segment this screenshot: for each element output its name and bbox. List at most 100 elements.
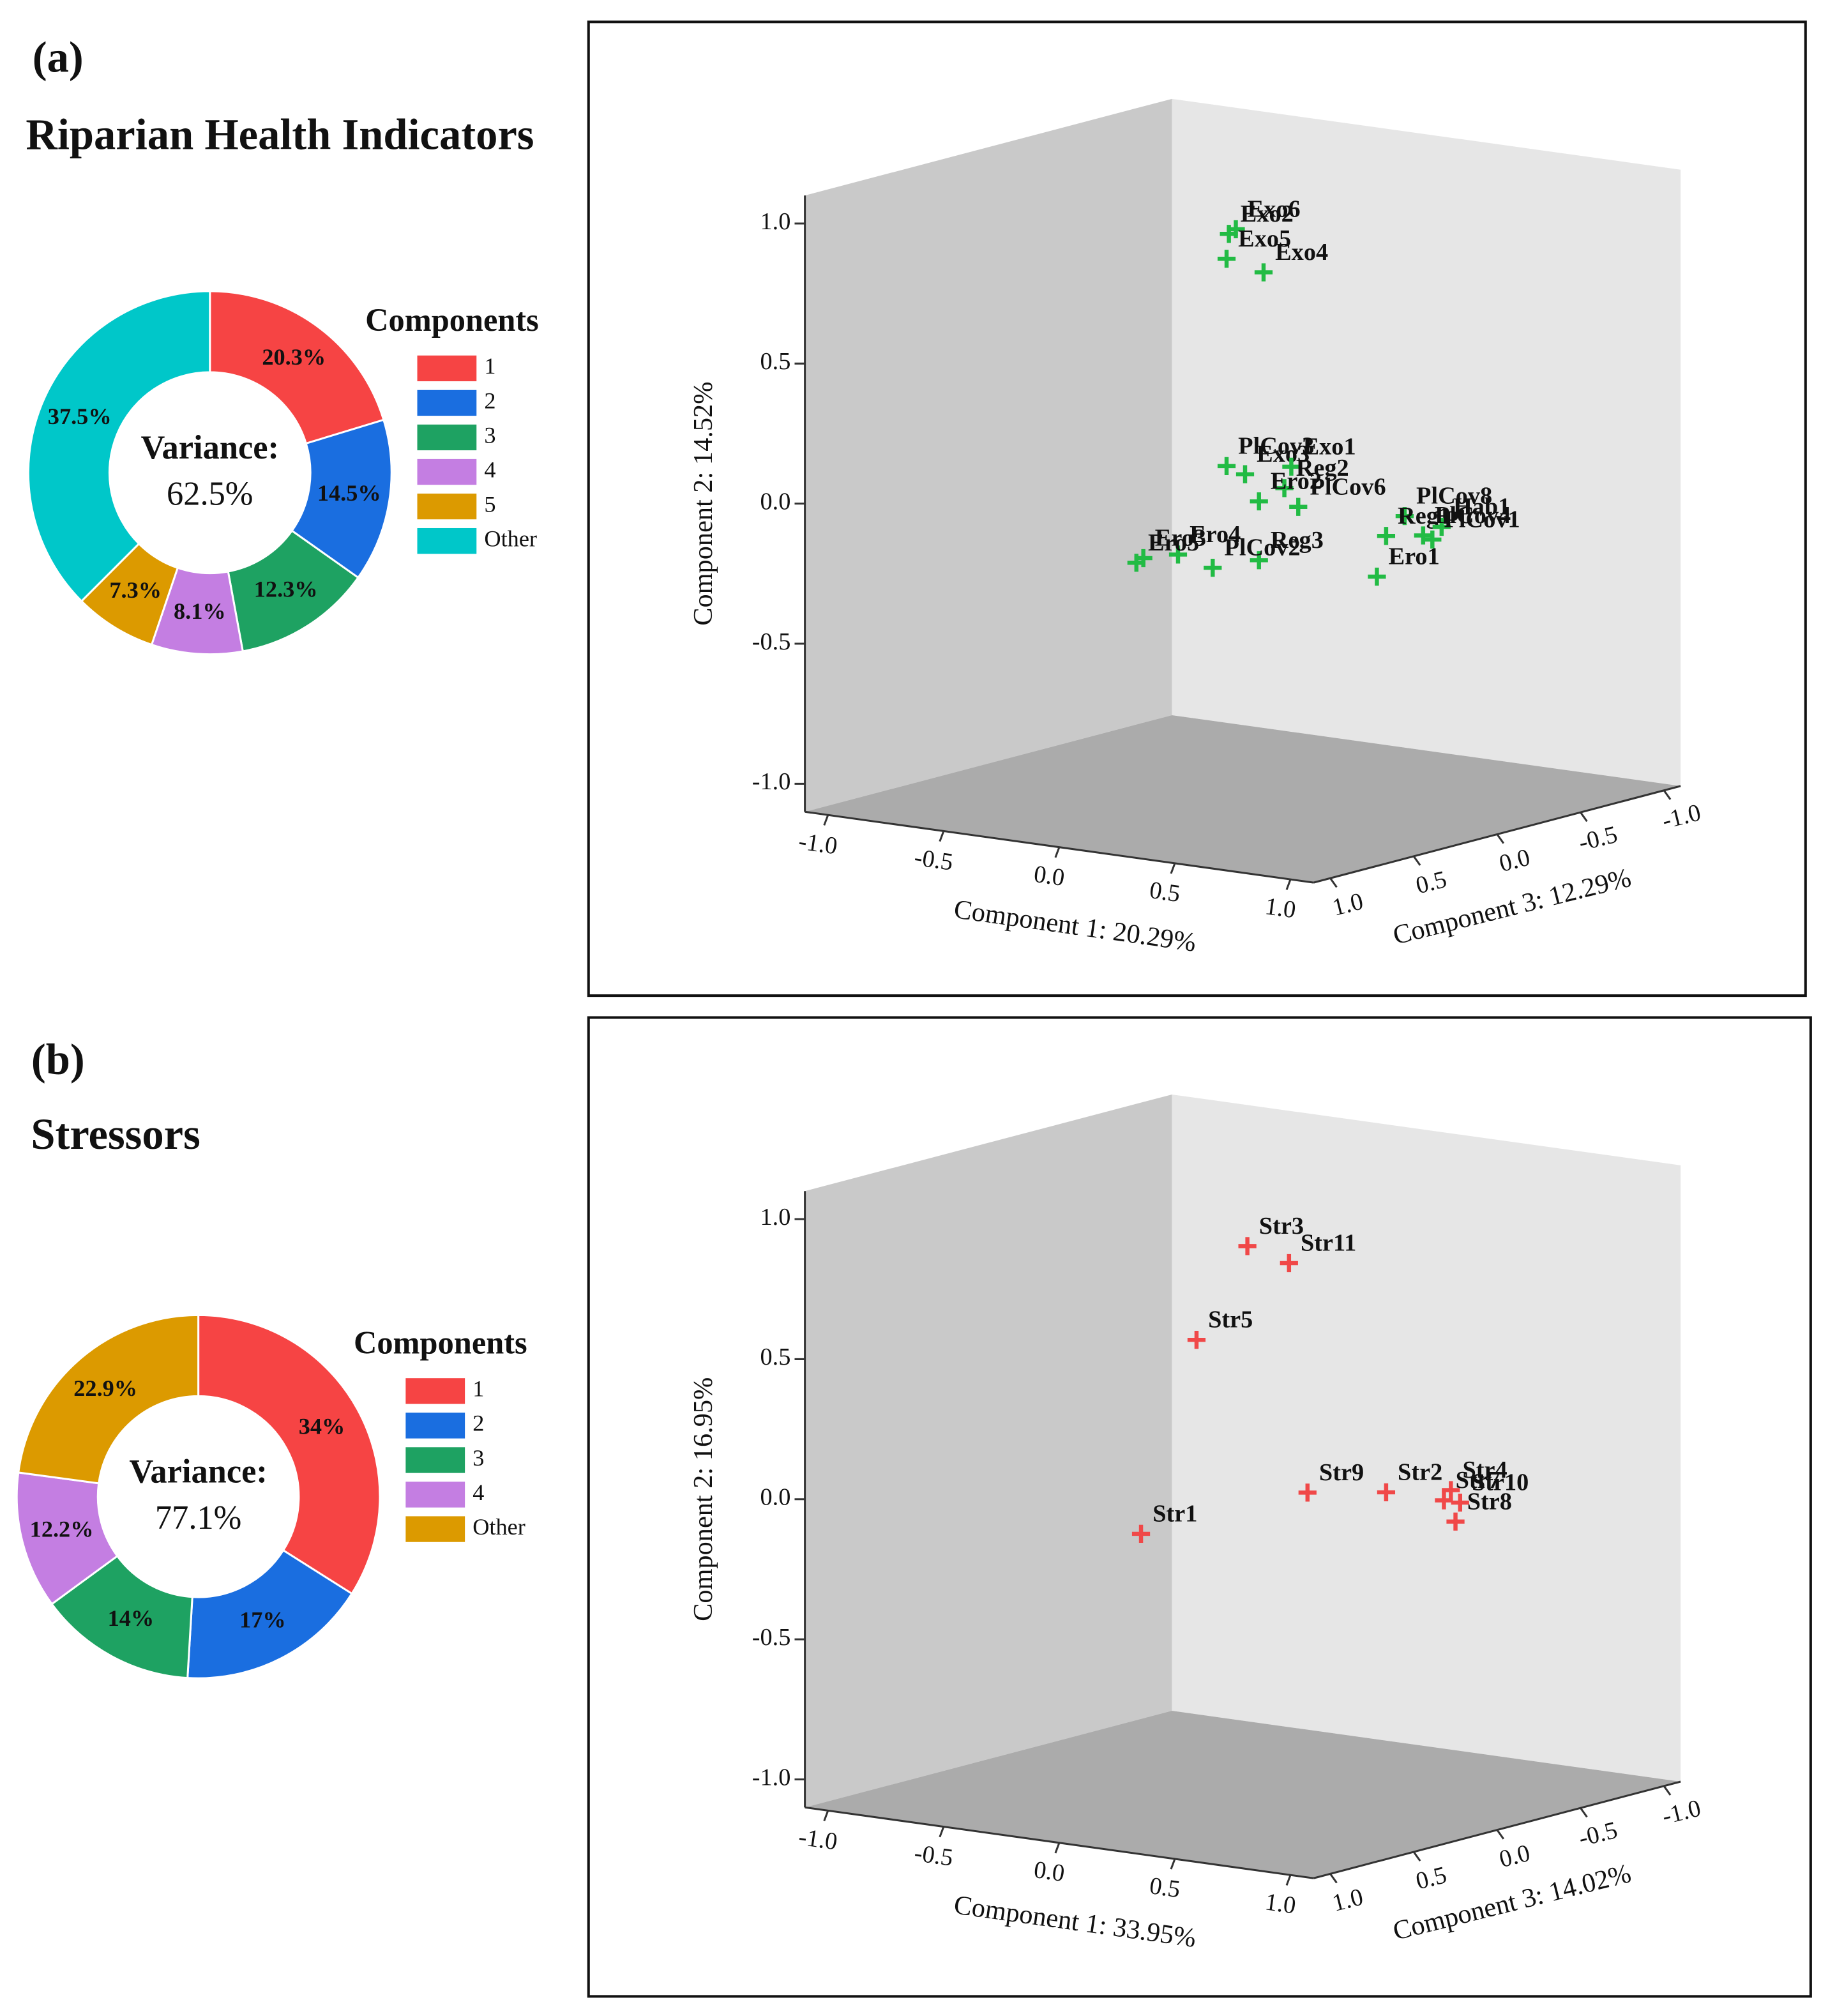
- legend-label: 1: [484, 353, 495, 379]
- x-tick-label: 0.5: [1148, 877, 1182, 907]
- slice-label: 17%: [239, 1607, 286, 1633]
- panel-title: Riparian Health Indicators: [26, 110, 534, 159]
- panel-frame: [587, 1016, 1812, 1998]
- legend-swatch: [405, 1413, 465, 1439]
- y-tick-label: -0.5: [752, 1624, 791, 1651]
- x-tick: [823, 1810, 829, 1822]
- center-text: Variance:: [141, 429, 280, 466]
- donut-slice: [197, 1314, 381, 1595]
- z-tick-label: -1.0: [1659, 799, 1704, 834]
- z-tick: [1496, 833, 1505, 844]
- point: [1446, 1512, 1465, 1531]
- y-tick-label: -0.5: [752, 628, 791, 655]
- point-label: PlCov3: [1238, 432, 1314, 459]
- x-tick-label: 0.0: [1032, 1856, 1066, 1887]
- point: [1204, 559, 1222, 577]
- point-label: Exo1: [1303, 433, 1356, 460]
- z-tick: [1329, 1873, 1338, 1884]
- legend-title: Components: [365, 302, 539, 338]
- z-tick: [1412, 856, 1421, 866]
- point: [1217, 250, 1236, 268]
- point: [1250, 551, 1268, 570]
- point-label: Str10: [1472, 1469, 1529, 1496]
- point-label: Str8: [1467, 1488, 1512, 1515]
- legend-swatch: [405, 1482, 465, 1508]
- x-tick-label: -0.5: [912, 1840, 955, 1872]
- point-label: Str2: [1398, 1459, 1442, 1485]
- legend-swatch: [417, 459, 477, 485]
- legend-swatch: [417, 355, 477, 382]
- z-tick-label: 0.5: [1413, 866, 1449, 899]
- legend-label: 3: [472, 1445, 484, 1471]
- donut-slice: [291, 418, 393, 579]
- legend-label: 2: [472, 1411, 484, 1436]
- slice-label: 22.9%: [73, 1376, 137, 1401]
- legend-label: 4: [484, 457, 495, 482]
- point-label: Reg3: [1271, 527, 1324, 554]
- y-axis-label: Component 2: 14.52%: [688, 382, 718, 626]
- z-tick: [1329, 877, 1338, 888]
- point: [1423, 530, 1442, 549]
- point-label: Exo2: [1241, 201, 1294, 227]
- point: [1217, 457, 1236, 475]
- x-tick: [823, 814, 829, 826]
- point: [1275, 479, 1294, 497]
- point-label: Str11: [1301, 1230, 1356, 1257]
- z-tick: [1580, 812, 1588, 822]
- floor: [805, 715, 1681, 883]
- legend-label: 1: [472, 1376, 484, 1402]
- y-axis-label: Component 2: 16.95%: [688, 1377, 718, 1621]
- z-tick-label: -1.0: [1659, 1794, 1704, 1830]
- point-label: Str4: [1462, 1457, 1507, 1483]
- point-label: Str5: [1208, 1307, 1253, 1333]
- point: [1238, 1237, 1257, 1255]
- point: [1414, 526, 1432, 545]
- floor: [805, 1711, 1681, 1879]
- point: [1435, 1491, 1453, 1510]
- slice-label: 37.5%: [48, 404, 112, 429]
- x-tick-label: 0.5: [1148, 1872, 1182, 1903]
- point-label: Ero5: [1148, 529, 1199, 556]
- point-label: Ero4: [1190, 521, 1241, 548]
- point: [1298, 1483, 1317, 1502]
- panel-title: Stressors: [31, 1110, 200, 1158]
- panel-frame: [587, 20, 1807, 997]
- x-tick: [1285, 879, 1292, 890]
- point-label: Hab1: [1453, 494, 1510, 520]
- x-tick: [939, 1826, 945, 1838]
- legend-label: 5: [484, 491, 495, 517]
- point-label: PlCov2: [1224, 534, 1300, 561]
- legend-swatch: [405, 1447, 465, 1473]
- x-tick-label: -1.0: [797, 828, 839, 860]
- legend-swatch: [405, 1516, 465, 1542]
- legend-swatch: [417, 424, 477, 451]
- slice-label: 12.3%: [254, 577, 318, 602]
- point: [1280, 1254, 1298, 1273]
- slice-label: 8.1%: [174, 598, 226, 624]
- point: [1131, 1524, 1151, 1543]
- y-tick-label: 1.0: [760, 1204, 791, 1231]
- point: [1368, 567, 1386, 586]
- slice-label: 34%: [299, 1413, 345, 1439]
- slice-label: 7.3%: [109, 577, 162, 603]
- slice-label: 14.5%: [317, 480, 381, 506]
- y-tick-label: 0.0: [760, 1484, 791, 1511]
- point: [1377, 527, 1396, 545]
- point: [1442, 1481, 1460, 1499]
- point: [1187, 1331, 1206, 1349]
- point-label: Str7: [1456, 1467, 1500, 1494]
- slice-label: 20.3%: [262, 344, 326, 370]
- center-text: 77.1%: [155, 1499, 241, 1536]
- y-tick-label: 0.0: [760, 488, 791, 515]
- z-tick-label: 1.0: [1330, 1883, 1366, 1916]
- y-tick-label: -1.0: [752, 1764, 791, 1791]
- left-wall: [805, 98, 1172, 812]
- point: [1227, 220, 1245, 239]
- legend-label: 2: [484, 388, 495, 413]
- x-tick: [939, 830, 945, 842]
- point-label: Exo6: [1248, 196, 1301, 223]
- point: [1282, 457, 1301, 476]
- center-text: 62.5%: [167, 476, 253, 513]
- point-label: Reg2: [1296, 455, 1349, 481]
- x-tick-label: -1.0: [797, 1824, 839, 1856]
